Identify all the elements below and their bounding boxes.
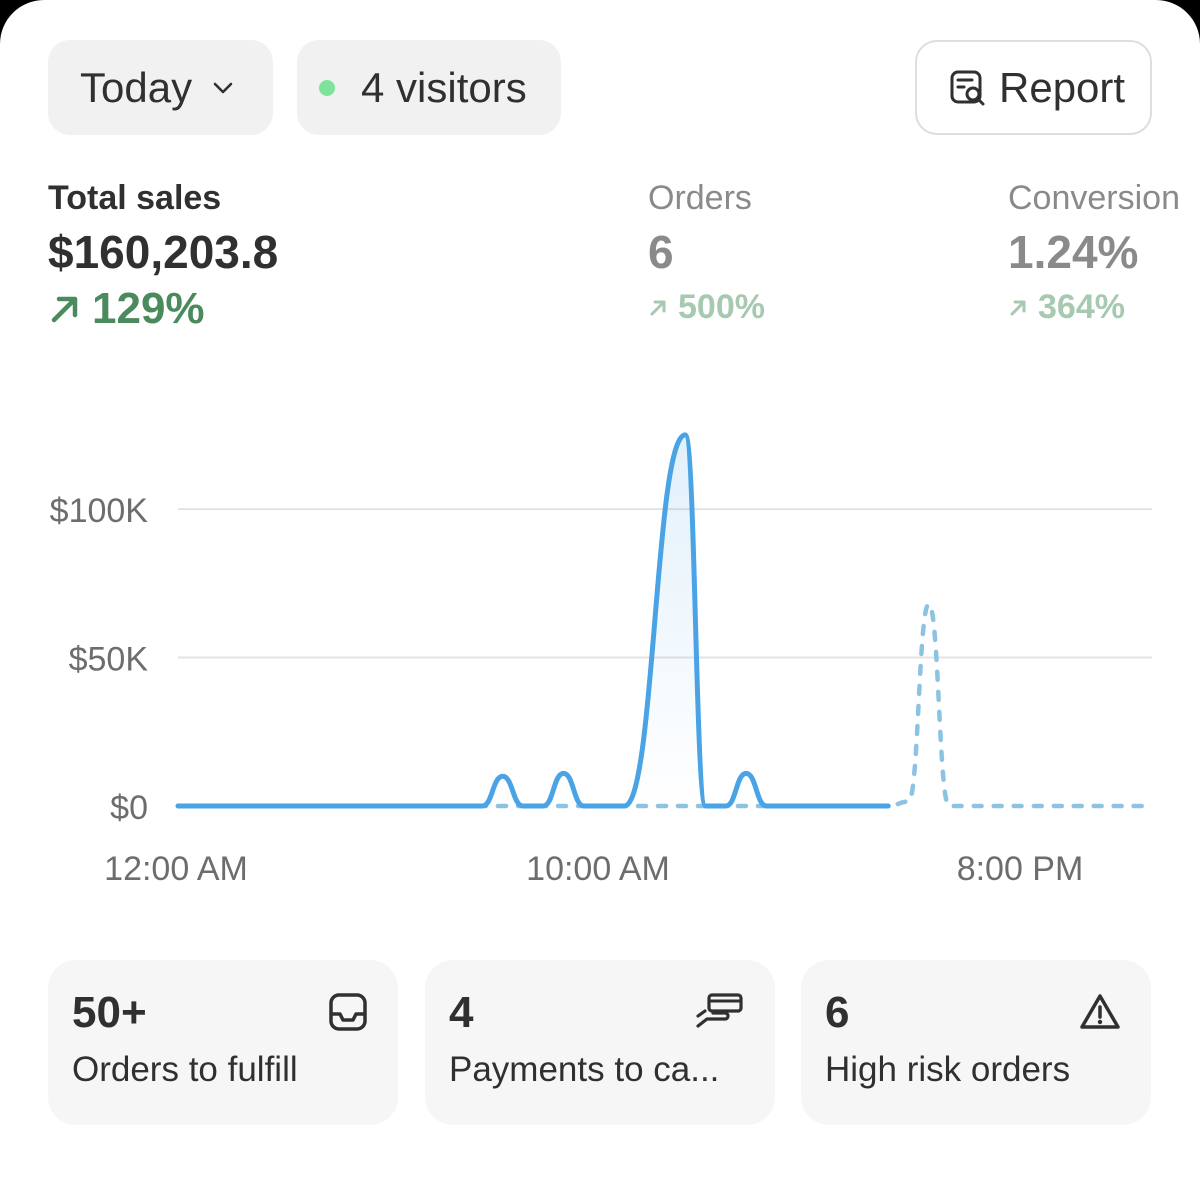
tile-count: 4 (449, 988, 474, 1037)
metric-orders[interactable]: Orders 6 500% (648, 178, 765, 327)
metric-label: Total sales (48, 179, 222, 217)
metric-total-sales[interactable]: Total sales $160,203.8 129% (48, 178, 278, 334)
live-visitors-badge[interactable]: 4 visitors (297, 40, 561, 135)
metric-change: 500% (648, 288, 765, 327)
arrow-up-right-icon (51, 296, 78, 323)
series-area (178, 434, 889, 806)
orders-to-fulfill-tile[interactable]: 50+ Orders to fulfill (48, 960, 398, 1125)
metric-label: Orders (648, 179, 752, 217)
y-tick-label: $50K (69, 641, 149, 679)
metric-value: 1.24% (1008, 226, 1139, 278)
tile-label: Orders to fulfill (72, 1050, 298, 1089)
sales-chart[interactable]: $0 $50K $100K 12:00 AM 10:00 AM 8:00 PM (0, 400, 1200, 900)
high-risk-orders-tile[interactable]: 6 High risk orders (801, 960, 1151, 1125)
payment-hand-icon (696, 993, 743, 1028)
tile-count: 6 (825, 988, 850, 1037)
x-tick-label: 8:00 PM (957, 850, 1084, 888)
tile-count: 50+ (72, 988, 147, 1037)
warning-triangle-icon (1080, 994, 1120, 1029)
x-tick-label: 10:00 AM (526, 850, 670, 888)
metric-value: $160,203.8 (48, 226, 279, 278)
live-dot-icon (319, 79, 335, 96)
tile-label: High risk orders (825, 1050, 1071, 1089)
sales-line-today (175, 432, 891, 809)
arrow-up-right-icon (650, 300, 666, 315)
metric-value: 6 (648, 226, 674, 278)
metric-conversion[interactable]: Conversion 1.24% 364% (1008, 178, 1180, 327)
metric-label: Conversion (1008, 179, 1180, 217)
x-tick-label: 12:00 AM (104, 850, 248, 888)
metric-change-value: 364% (1038, 288, 1125, 326)
tile-label: Payments to ca... (449, 1050, 720, 1089)
report-label: Report (999, 63, 1126, 111)
metric-change-value: 500% (678, 288, 765, 326)
y-tick-label: $100K (50, 492, 149, 530)
metric-change: 364% (1008, 288, 1180, 327)
y-tick-label: $0 (110, 789, 148, 827)
metric-change: 129% (48, 284, 278, 334)
payments-to-capture-tile[interactable]: 4 Payments to ca... (425, 960, 775, 1125)
visitors-label: 4 visitors (361, 63, 527, 111)
arrow-up-right-icon (1010, 300, 1026, 315)
period-label: Today (80, 63, 193, 111)
inbox-icon (329, 993, 367, 1031)
metric-change-value: 129% (92, 284, 205, 333)
report-button[interactable]: Report (915, 40, 1152, 135)
chevron-down-icon (210, 75, 236, 101)
period-dropdown[interactable]: Today (48, 40, 273, 135)
report-search-icon (950, 70, 985, 105)
